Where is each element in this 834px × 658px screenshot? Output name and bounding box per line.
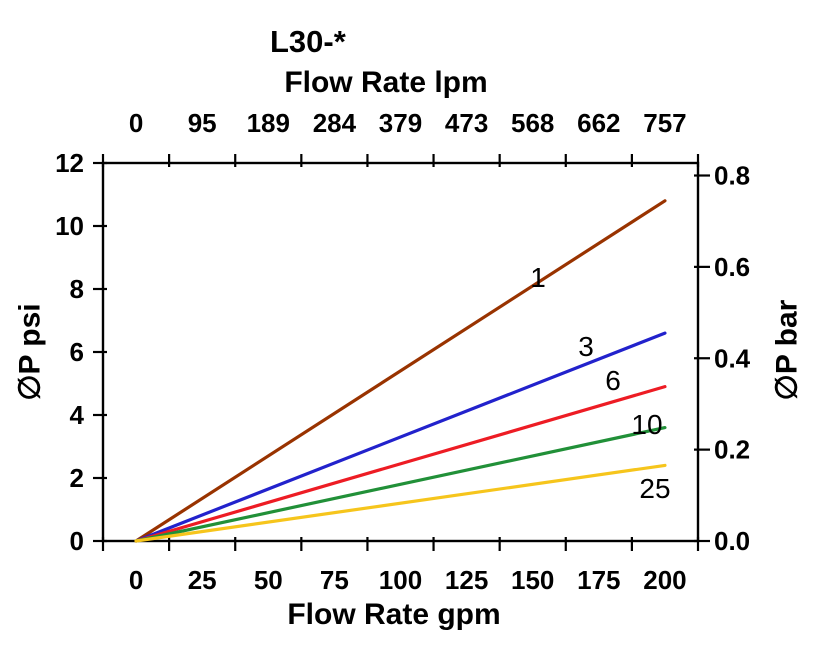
bottom-axis-tick-label: 150 bbox=[511, 565, 554, 595]
bottom-axis-tick-label: 50 bbox=[254, 565, 283, 595]
series-label-3: 3 bbox=[578, 331, 594, 362]
series-line-3 bbox=[134, 331, 667, 543]
bottom-axis-tick-label: 0 bbox=[129, 565, 143, 595]
right-axis-tick-label: 0.8 bbox=[714, 161, 750, 191]
bottom-axis-tick-label: 200 bbox=[643, 565, 686, 595]
chart-title: L30-* bbox=[270, 24, 346, 59]
right-axis-tick-label: 0.2 bbox=[714, 435, 750, 465]
top-axis-tick-label: 284 bbox=[313, 108, 357, 138]
series-line-6 bbox=[134, 385, 667, 543]
series-label-10: 10 bbox=[631, 409, 662, 440]
left-axis-tick-label: 2 bbox=[70, 463, 84, 493]
left-axis-tick-label: 10 bbox=[55, 211, 84, 241]
top-axis-tick-label: 473 bbox=[445, 108, 488, 138]
top-axis-tick-label: 379 bbox=[379, 108, 422, 138]
left-axis-tick-label: 0 bbox=[70, 526, 84, 556]
right-axis-tick-label: 0.6 bbox=[714, 252, 750, 282]
bottom-axis-tick-label: 25 bbox=[188, 565, 217, 595]
bottom-axis-tick-label: 75 bbox=[320, 565, 349, 595]
series-line-10 bbox=[134, 426, 667, 543]
series-line-1 bbox=[134, 199, 667, 543]
top-axis-tick-label: 568 bbox=[511, 108, 554, 138]
top-axis-tick-label: 0 bbox=[129, 108, 143, 138]
top-axis-title: Flow Rate lpm bbox=[284, 66, 488, 99]
series-label-25: 25 bbox=[639, 473, 670, 504]
right-axis-tick-label: 0.4 bbox=[714, 343, 751, 373]
left-axis-tick-label: 4 bbox=[70, 400, 85, 430]
left-axis-tick-label: 6 bbox=[70, 337, 84, 367]
bottom-axis-tick-label: 125 bbox=[445, 565, 488, 595]
series-label-1: 1 bbox=[530, 262, 546, 293]
top-axis-tick-label: 662 bbox=[577, 108, 620, 138]
left-axis-tick-label: 8 bbox=[70, 274, 84, 304]
series-label-6: 6 bbox=[605, 365, 621, 396]
bottom-axis-tick-label: 100 bbox=[379, 565, 422, 595]
top-axis-tick-label: 757 bbox=[643, 108, 686, 138]
right-axis-tick-label: 0.0 bbox=[714, 526, 750, 556]
top-axis-tick-label: 95 bbox=[188, 108, 217, 138]
bottom-axis-title: Flow Rate gpm bbox=[287, 598, 501, 631]
series-line-25 bbox=[134, 463, 667, 543]
top-axis-tick-label: 189 bbox=[247, 108, 290, 138]
left-axis-tick-label: 12 bbox=[55, 148, 84, 178]
bottom-axis-tick-label: 175 bbox=[577, 565, 620, 595]
